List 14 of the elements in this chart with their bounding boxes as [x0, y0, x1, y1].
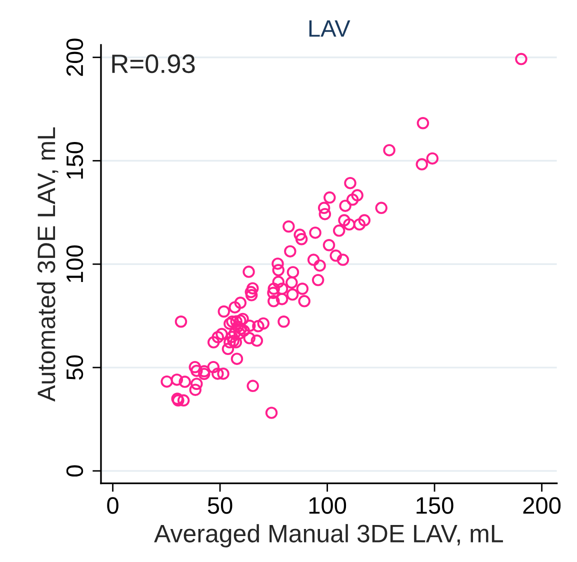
y-tick-label: 0: [66, 465, 84, 477]
x-tick-label: 50: [208, 497, 232, 514]
y-tick-label: 150: [66, 142, 84, 179]
y-tick-label: 200: [66, 38, 84, 76]
y-axis-title: Automated 3DE LAV, mL: [36, 127, 58, 402]
x-axis-title: Averaged Manual 3DE LAV, mL: [154, 524, 503, 548]
y-tick-label: 50: [66, 355, 84, 380]
y-tick-label: 100: [66, 245, 84, 282]
x-tick-label: 0: [107, 497, 118, 514]
x-tick-label: 200: [523, 497, 561, 514]
x-tick-label: 100: [309, 497, 346, 514]
chart-title: LAV: [309, 20, 350, 37]
x-tick-label: 150: [416, 497, 454, 514]
annotation: R=0.93: [112, 54, 195, 74]
